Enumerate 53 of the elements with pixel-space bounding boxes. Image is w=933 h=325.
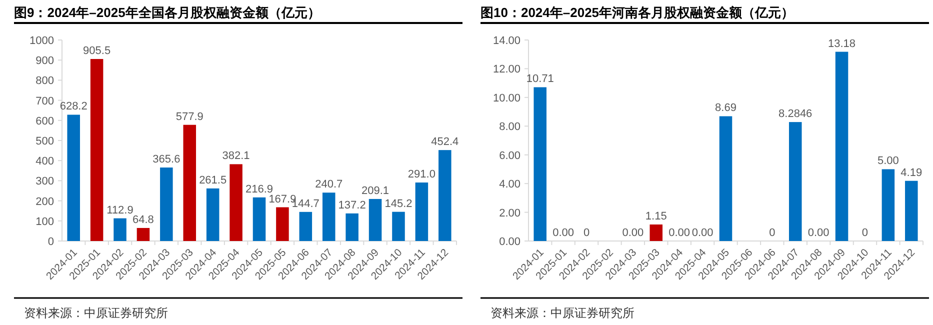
y-tick-label: 8.00 xyxy=(499,121,520,134)
y-tick-label: 800 xyxy=(36,75,54,88)
data-label: 10.71 xyxy=(526,73,554,86)
y-tick-label: 200 xyxy=(36,196,54,208)
data-label: 0.00 xyxy=(622,227,644,239)
data-label: 628.2 xyxy=(60,100,88,113)
data-label: 0.00 xyxy=(808,227,830,239)
data-label: 0 xyxy=(862,227,868,239)
y-tick-label: 10.00 xyxy=(492,92,520,104)
title: 图10：2024年–2025年河南各月股权融资金额（亿元） xyxy=(480,5,794,20)
y-tick-label: 500 xyxy=(36,136,54,148)
data-label: 261.5 xyxy=(199,174,227,186)
data-label: 240.7 xyxy=(315,178,343,191)
title: 图9：2024年–2025年全国各月股权融资金额（亿元） xyxy=(14,5,320,20)
data-label: 64.8 xyxy=(132,214,154,226)
y-tick-label: 12.00 xyxy=(492,64,520,76)
y-tick-label: 900 xyxy=(36,55,54,68)
data-label: 0.00 xyxy=(692,227,714,239)
y-tick-label: 400 xyxy=(36,156,54,168)
y-tick-label: 6.00 xyxy=(499,150,520,162)
y-tick-label: 600 xyxy=(36,115,54,128)
data-label: 5.00 xyxy=(877,155,899,168)
y-tick-label: 1000 xyxy=(30,35,54,47)
y-tick-label: 4.00 xyxy=(499,178,520,191)
data-label: 8.2846 xyxy=(778,108,812,120)
data-label: 0 xyxy=(583,227,590,239)
data-label: 0.00 xyxy=(552,227,574,239)
data-label: 577.9 xyxy=(176,110,204,123)
data-label: 382.1 xyxy=(222,150,250,162)
data-label: 13.18 xyxy=(828,38,856,50)
data-label: 4.19 xyxy=(900,166,922,179)
data-label: 216.9 xyxy=(245,183,274,196)
data-label: 452.4 xyxy=(431,136,459,148)
data-label: 8.69 xyxy=(715,102,736,114)
data-label: 1.15 xyxy=(645,210,667,222)
annotation: 资料来源：中原证券研究所 xyxy=(490,306,634,320)
data-label: 291.0 xyxy=(408,168,436,180)
data-label: 365.6 xyxy=(152,154,180,166)
data-label: 905.5 xyxy=(83,45,111,57)
data-label: 145.2 xyxy=(384,198,412,210)
y-tick-label: 0 xyxy=(48,236,54,248)
data-label: 0 xyxy=(769,227,776,239)
data-label: 112.9 xyxy=(106,204,134,216)
y-tick-label: 2.00 xyxy=(499,207,520,220)
y-tick-label: 0.00 xyxy=(499,236,520,248)
data-label: 137.2 xyxy=(338,199,366,212)
data-label: 209.1 xyxy=(362,184,390,197)
y-tick-label: 14.00 xyxy=(492,35,520,47)
y-tick-label: 700 xyxy=(36,95,54,108)
y-tick-label: 100 xyxy=(36,216,54,228)
data-label: 0.00 xyxy=(668,227,690,239)
annotation: 资料来源：中原证券研究所 xyxy=(24,306,168,320)
y-tick-label: 300 xyxy=(36,176,54,188)
